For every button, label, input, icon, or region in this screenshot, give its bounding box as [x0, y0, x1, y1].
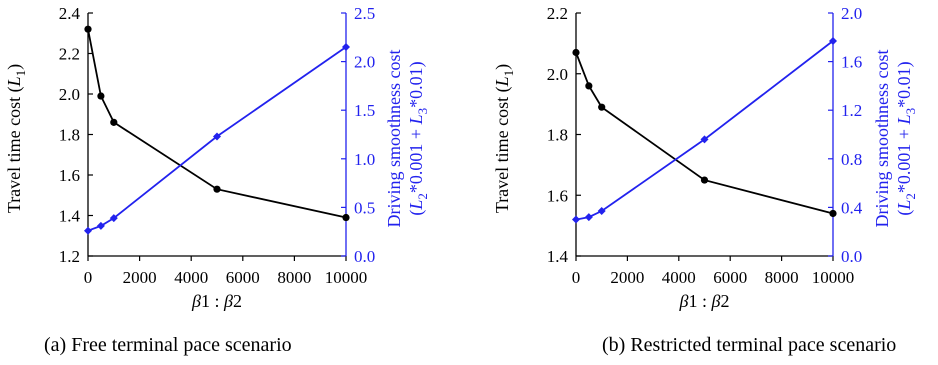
right-y-axis-title-line2: (L2*0.001 + L3*0.01) — [406, 61, 430, 215]
panel-b: 0 2000 4000 6000 8000 10000 1.4 1.6 1.8 2.0 2.2 0.0… — [492, 4, 918, 356]
smoothness-point — [829, 36, 837, 45]
travel-time-point — [700, 176, 709, 184]
x-tick-label: 6000 — [226, 268, 260, 287]
left-y-tick-label: 2.4 — [59, 4, 81, 23]
right-y-tick-label: 2.0 — [841, 4, 862, 23]
smoothness-point — [597, 207, 606, 216]
x-tick-label: 10000 — [812, 268, 855, 287]
left-y-tick-label: 1.2 — [59, 247, 80, 266]
x-tick-label: 2000 — [123, 268, 157, 287]
smoothness-point — [584, 213, 593, 222]
left-y-tick-label: 1.6 — [59, 166, 80, 185]
left-y-axis-title: Travel time cost (L1) — [4, 64, 28, 213]
smoothness-point — [96, 221, 105, 230]
travel-time-point — [342, 213, 350, 222]
right-y-tick-label: 1.5 — [354, 101, 375, 120]
x-tick-label: 4000 — [662, 268, 696, 287]
right-y-tick-label: 1.0 — [354, 150, 375, 169]
travel-time-point — [598, 103, 606, 111]
travel-time-series-line — [575, 52, 834, 215]
right-y-tick-label: 0.0 — [354, 247, 375, 266]
x-tick-label: 10000 — [325, 268, 368, 287]
x-axis-title: β1 : β2 — [191, 291, 242, 311]
left-y-tick-label: 1.6 — [547, 186, 568, 205]
smoothness-series-line — [575, 40, 834, 221]
travel-time-point — [84, 25, 92, 33]
smoothness-point — [342, 43, 350, 52]
panel-a: 0 2000 4000 6000 8000 10000 1.2 1.4 1.6 1.8 2.0 2.2… — [4, 4, 430, 356]
left-y-tick-label: 1.8 — [59, 126, 80, 145]
right-y-tick-label: 0.4 — [841, 198, 863, 217]
right-y-tick-label: 2.5 — [354, 4, 375, 23]
left-y-tick-label: 1.4 — [547, 247, 569, 266]
left-y-axis-title: Travel time cost (L1) — [492, 64, 516, 213]
smoothness-point — [700, 135, 709, 144]
right-y-tick-label: 1.6 — [841, 53, 862, 72]
x-tick-label: 0 — [84, 268, 93, 287]
right-y-tick-label: 0.5 — [354, 198, 375, 217]
travel-time-point — [213, 185, 221, 193]
left-y-tick-label: 2.2 — [547, 4, 568, 23]
x-tick-label: 2000 — [610, 268, 644, 287]
travel-time-point — [110, 118, 118, 126]
x-tick-label: 4000 — [174, 268, 208, 287]
left-y-tick-label: 1.8 — [547, 126, 568, 145]
right-y-tick-label: 1.2 — [841, 101, 862, 120]
x-tick-label: 6000 — [713, 268, 747, 287]
travel-time-point — [585, 82, 593, 90]
x-tick-label: 0 — [572, 268, 581, 287]
left-y-tick-label: 1.4 — [59, 207, 81, 226]
x-tick-label: 8000 — [277, 268, 311, 287]
x-tick-label: 8000 — [765, 268, 799, 287]
right-y-axis-title-line1: Driving smoothness cost — [384, 50, 404, 228]
right-y-tick-label: 0.0 — [841, 247, 862, 266]
travel-time-point — [829, 209, 837, 218]
left-y-tick-label: 2.0 — [59, 85, 80, 104]
smoothness-point — [109, 214, 118, 223]
panel-caption: (a) Free terminal pace scenario — [44, 334, 292, 356]
right-y-tick-label: 2.0 — [354, 53, 375, 72]
right-y-tick-label: 0.8 — [841, 150, 862, 169]
x-axis-title: β1 : β2 — [679, 291, 730, 311]
smoothness-point — [572, 215, 580, 224]
smoothness-point — [213, 132, 221, 141]
travel-time-point — [97, 92, 105, 100]
panel-caption: (b) Restricted terminal pace scenario — [602, 334, 896, 356]
smoothness-point — [84, 226, 92, 235]
travel-time-point — [572, 48, 580, 57]
right-y-axis-title-line2: (L2*0.001 + L3*0.01) — [894, 61, 918, 215]
left-y-tick-label: 2.0 — [547, 65, 568, 84]
right-y-axis-title-line1: Driving smoothness cost — [872, 50, 892, 228]
left-y-tick-label: 2.2 — [59, 45, 80, 64]
